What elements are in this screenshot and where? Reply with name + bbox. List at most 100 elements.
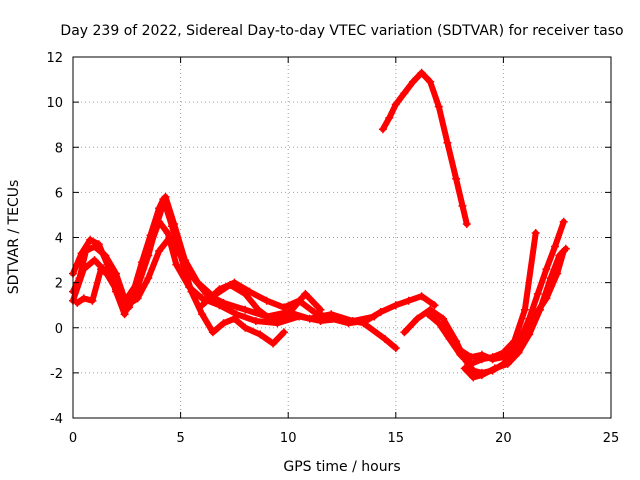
data-point [88, 296, 97, 305]
data-point [376, 308, 385, 316]
data-point [467, 353, 476, 362]
data-point [176, 251, 185, 260]
data-point [215, 301, 224, 310]
data-point [344, 319, 353, 328]
data-point [542, 265, 551, 274]
data-point [120, 310, 129, 319]
data-point [426, 77, 435, 86]
data-point [107, 274, 116, 283]
data-point [400, 328, 409, 337]
data-point [295, 312, 303, 321]
data-point [391, 100, 400, 109]
x-tick-label: 10 [280, 431, 297, 446]
data-point [187, 287, 196, 296]
data-point [559, 217, 568, 226]
data-point [170, 220, 179, 228]
data-point [413, 314, 422, 323]
data-point [514, 348, 523, 357]
data-point [555, 251, 564, 260]
data-point [327, 314, 336, 323]
data-point [86, 235, 95, 244]
data-point [316, 317, 325, 325]
data-point [409, 77, 417, 86]
data-point [458, 201, 467, 210]
data-point [219, 319, 228, 328]
data-point [503, 359, 512, 368]
data-point [467, 359, 476, 368]
series-trace [379, 69, 470, 227]
data-point [122, 301, 131, 310]
data-point [456, 346, 465, 355]
data-series-satellite-arc-10 [460, 244, 570, 382]
data-point [79, 294, 88, 303]
data-point [198, 294, 207, 303]
data-point [361, 317, 370, 325]
data-point [460, 364, 469, 373]
data-point [536, 305, 544, 314]
data-point [462, 220, 471, 228]
data-point [430, 301, 439, 310]
data-point [90, 256, 99, 265]
data-point [400, 89, 409, 98]
data-point [251, 317, 260, 325]
x-tick-label: 5 [176, 431, 184, 446]
data-point [245, 287, 254, 296]
data-point [262, 296, 271, 305]
series-trace [74, 193, 324, 324]
series-trace [199, 279, 438, 327]
data-point [230, 278, 239, 287]
data-point [385, 113, 394, 122]
data-point [144, 274, 153, 283]
data-point [378, 125, 387, 134]
data-point [469, 373, 478, 382]
data-point [279, 328, 288, 337]
data-point [81, 247, 90, 255]
y-tick-label: -4 [50, 412, 63, 427]
y-axis-title: SDTVAR / TECUs [6, 180, 22, 295]
data-point [551, 242, 559, 251]
y-tick-label: -2 [50, 367, 63, 382]
y-tick-label: 4 [55, 232, 63, 247]
data-point [208, 328, 217, 337]
data-point [546, 274, 555, 283]
data-point [133, 294, 142, 303]
data-point [112, 269, 120, 278]
data-point [269, 339, 278, 348]
data-point [97, 265, 105, 274]
data-point [254, 305, 263, 314]
data-series [69, 68, 570, 382]
data-point [256, 330, 265, 339]
data-point [161, 192, 170, 201]
data-point [561, 244, 570, 253]
data-point [477, 350, 486, 359]
data-point [525, 330, 534, 339]
data-point [230, 314, 239, 323]
data-point [165, 233, 174, 242]
data-point [439, 314, 448, 323]
data-point [424, 310, 433, 319]
data-point [490, 364, 499, 373]
y-tick-label: 12 [46, 51, 63, 66]
data-point [75, 274, 84, 283]
data-point [269, 317, 278, 325]
data-point [101, 251, 110, 260]
data-point [533, 289, 542, 298]
data-point [172, 260, 181, 269]
data-point [155, 247, 164, 255]
data-point [241, 323, 250, 332]
data-point [488, 355, 497, 364]
data-point [391, 344, 400, 353]
axis-ticks: 0 5 10 15 20 25 -4 -2 0 2 4 6 8 10 12 [46, 51, 619, 446]
data-point [198, 310, 207, 319]
y-tick-label: 0 [55, 322, 63, 337]
x-tick-label: 20 [495, 431, 512, 446]
data-point [434, 102, 443, 111]
data-point [90, 242, 99, 251]
data-point [241, 305, 250, 314]
data-point [144, 251, 153, 260]
data-series-satellite-arc-3 [73, 192, 325, 325]
x-tick-label: 0 [69, 431, 77, 446]
data-point [198, 301, 207, 310]
data-point [193, 278, 202, 287]
